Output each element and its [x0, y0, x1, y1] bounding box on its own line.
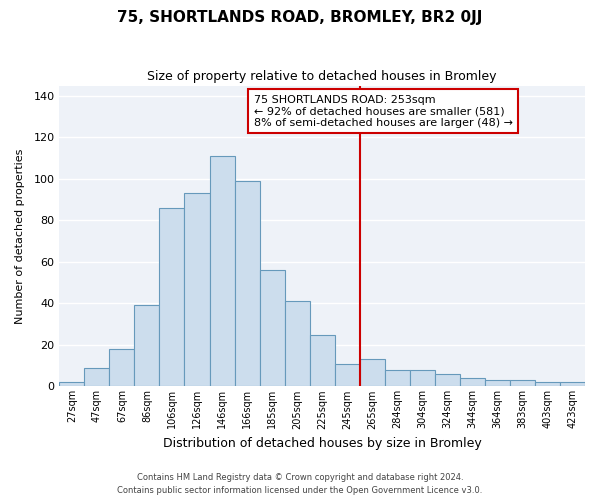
Bar: [335, 364, 360, 386]
Text: 75, SHORTLANDS ROAD, BROMLEY, BR2 0JJ: 75, SHORTLANDS ROAD, BROMLEY, BR2 0JJ: [118, 10, 482, 25]
Y-axis label: Number of detached properties: Number of detached properties: [15, 148, 25, 324]
Text: Contains HM Land Registry data © Crown copyright and database right 2024.
Contai: Contains HM Land Registry data © Crown c…: [118, 473, 482, 495]
Bar: [260, 270, 284, 386]
Bar: [560, 382, 585, 386]
Bar: [360, 360, 385, 386]
Bar: [160, 208, 184, 386]
Bar: [460, 378, 485, 386]
Bar: [85, 368, 109, 386]
Title: Size of property relative to detached houses in Bromley: Size of property relative to detached ho…: [148, 70, 497, 83]
Bar: [410, 370, 435, 386]
Bar: [310, 334, 335, 386]
Bar: [209, 156, 235, 386]
Bar: [59, 382, 85, 386]
Bar: [184, 194, 209, 386]
Bar: [284, 302, 310, 386]
Text: 75 SHORTLANDS ROAD: 253sqm
← 92% of detached houses are smaller (581)
8% of semi: 75 SHORTLANDS ROAD: 253sqm ← 92% of deta…: [254, 94, 513, 128]
Bar: [435, 374, 460, 386]
Bar: [134, 306, 160, 386]
Bar: [385, 370, 410, 386]
X-axis label: Distribution of detached houses by size in Bromley: Distribution of detached houses by size …: [163, 437, 482, 450]
Bar: [510, 380, 535, 386]
Bar: [535, 382, 560, 386]
Bar: [485, 380, 510, 386]
Bar: [109, 349, 134, 387]
Bar: [235, 181, 260, 386]
